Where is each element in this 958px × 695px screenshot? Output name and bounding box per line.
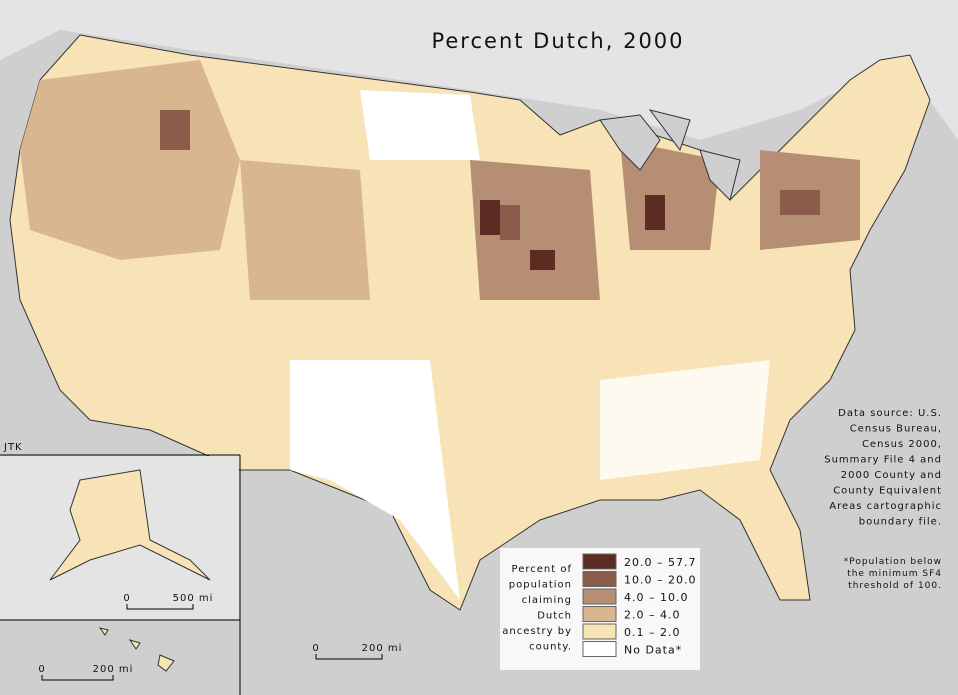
scale-zero: 0 [123, 593, 130, 604]
source-line: Census Bureau, [850, 424, 942, 435]
legend-swatch [582, 641, 617, 657]
source-line: Data source: U.S. [838, 408, 942, 419]
legend-title-line: county. [529, 642, 572, 653]
legend-label: 4.0 – 10.0 [624, 591, 688, 604]
legend-title-line: claiming [522, 595, 572, 606]
scale-zero: 0 [312, 643, 319, 654]
scale-bar [41, 675, 114, 681]
legend-swatch [582, 623, 617, 640]
source-line: County Equivalent [833, 486, 942, 497]
source-line: 2000 County and [841, 470, 942, 481]
footnote-line: *Population below [844, 557, 942, 567]
footnote-line: the minimum SF4 [847, 569, 942, 579]
canada [0, 0, 958, 140]
legend-swatch [582, 553, 617, 570]
scale-zero: 0 [38, 664, 45, 675]
legend-label: 2.0 – 4.0 [624, 609, 680, 622]
legend-label: 0.1 – 2.0 [624, 626, 680, 639]
region-dakotas [360, 90, 480, 160]
data-source: Data source: U.S. Census Bureau, Census 20… [824, 408, 942, 528]
legend-label: No Data* [624, 644, 682, 657]
region-high [480, 195, 665, 270]
scale-bar [126, 604, 194, 610]
scale-label: 200 mi [93, 664, 134, 675]
region-midwest [470, 160, 600, 300]
scale-bars: 0 500 mi 0 200 mi 0 200 mi [38, 593, 403, 681]
legend-label: 20.0 – 57.7 [624, 556, 696, 569]
source-line: Summary File 4 and [824, 455, 942, 466]
map-title: Percent Dutch, 2000 [431, 29, 684, 53]
legend-label: 10.0 – 20.0 [624, 574, 696, 587]
region-mountain [240, 160, 370, 300]
footnote: *Population below the minimum SF4 threshol… [844, 557, 942, 591]
hawaii-inset [0, 621, 239, 695]
legend-swatch [582, 606, 617, 622]
hawaii [98, 627, 175, 672]
source-line: boundary file. [859, 517, 942, 528]
source-line: Areas cartographic [829, 501, 942, 512]
scale-label: 200 mi [362, 643, 403, 654]
legend-swatch [582, 571, 617, 587]
legend-swatch [582, 588, 617, 605]
scale-bar [315, 654, 383, 660]
region-southeast [600, 360, 770, 480]
alaska [49, 469, 211, 581]
legend-title-line: Percent of [512, 564, 572, 575]
author: JTK [3, 442, 23, 453]
legend-title-line: Dutch [537, 611, 572, 622]
great-lakes [599, 109, 741, 201]
scale-label: 500 mi [173, 593, 214, 604]
legend-title-line: ancestry by [502, 626, 572, 637]
source-line: Census 2000, [862, 439, 942, 450]
legend: Percent of population claiming Dutch ancestr… [500, 548, 700, 670]
region-texas [290, 360, 460, 600]
footnote-line: threshold of 100. [848, 581, 942, 591]
region-northwest [20, 60, 240, 260]
legend-title-line: population [509, 580, 572, 591]
